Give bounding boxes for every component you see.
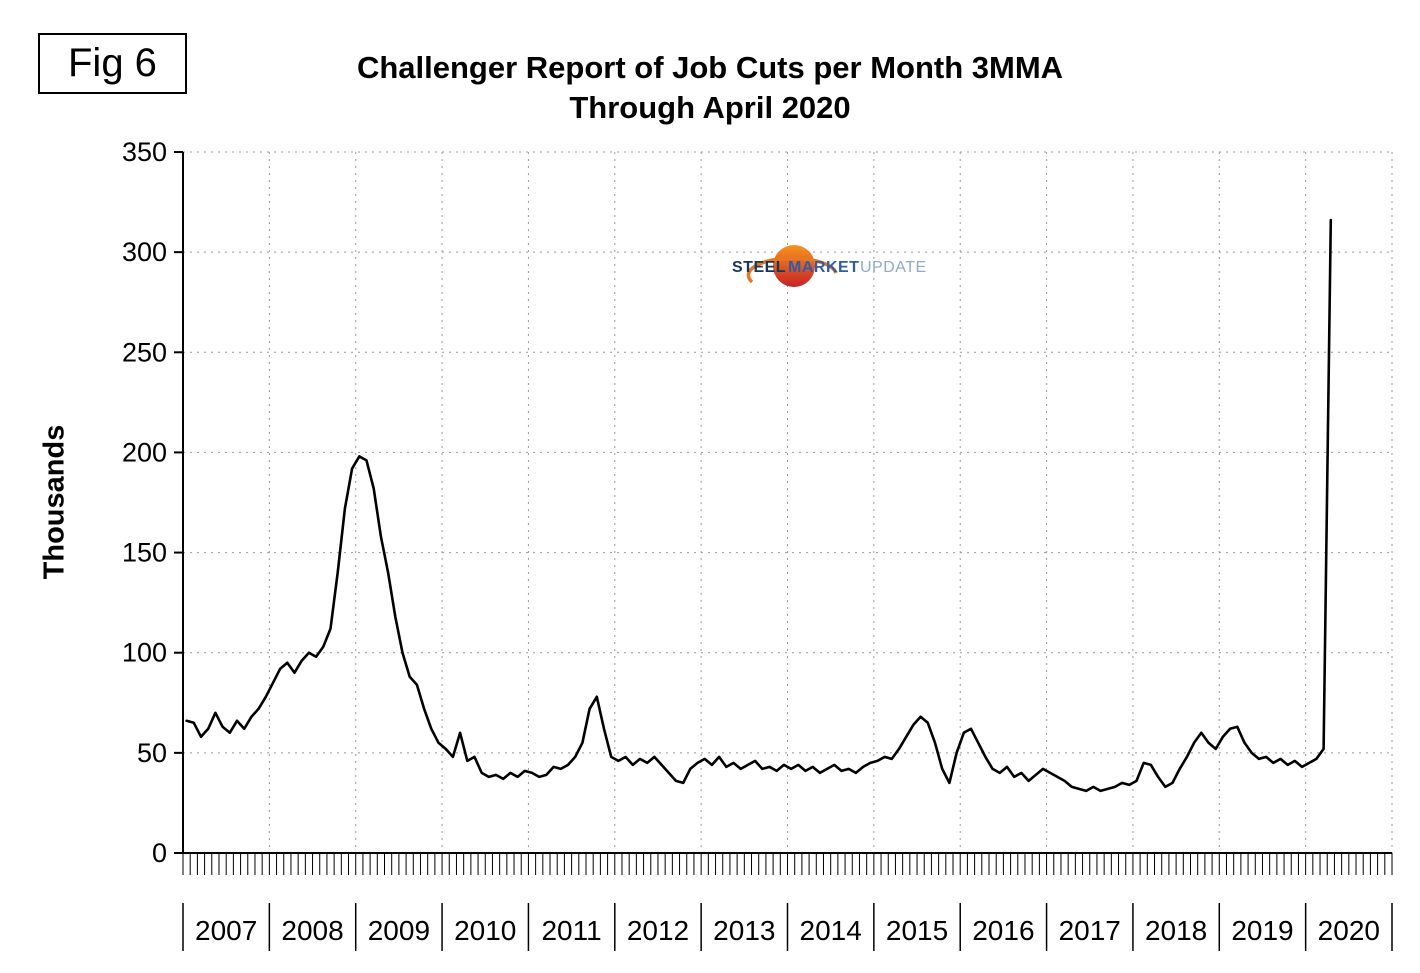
svg-text:300: 300 [122, 237, 167, 267]
chart-title-line2: Through April 2020 [569, 90, 851, 126]
svg-text:2007: 2007 [195, 915, 257, 946]
svg-text:250: 250 [122, 337, 167, 367]
svg-text:2014: 2014 [800, 915, 862, 946]
svg-text:2013: 2013 [713, 915, 775, 946]
svg-text:2017: 2017 [1059, 915, 1121, 946]
svg-text:2016: 2016 [972, 915, 1034, 946]
smu-logo-market-text: MARKET [788, 259, 859, 276]
svg-text:0: 0 [152, 838, 167, 868]
smu-logo-graphic: STEEL MARKET UPDATE [732, 245, 927, 287]
svg-text:150: 150 [122, 538, 167, 568]
svg-text:50: 50 [137, 738, 167, 768]
svg-text:2009: 2009 [368, 915, 430, 946]
chart-title: Challenger Report of Job Cuts per Month … [0, 48, 1420, 129]
svg-text:2015: 2015 [886, 915, 948, 946]
svg-text:2020: 2020 [1318, 915, 1380, 946]
smu-globe-icon [773, 245, 815, 287]
smu-logo-update-text: UPDATE [860, 259, 927, 276]
smu-logo-steel-text: STEEL [732, 259, 786, 276]
svg-text:350: 350 [122, 137, 167, 167]
smu-swoosh-icon [746, 256, 838, 284]
svg-text:2019: 2019 [1231, 915, 1293, 946]
figure-label: Fig 6 [38, 33, 187, 94]
svg-text:100: 100 [122, 638, 167, 668]
svg-text:2012: 2012 [627, 915, 689, 946]
svg-text:200: 200 [122, 437, 167, 467]
chart-title-line1: Challenger Report of Job Cuts per Month … [356, 50, 1064, 85]
steel-market-update-logo: STEEL MARKET UPDATE [730, 240, 940, 292]
svg-text:2008: 2008 [281, 915, 343, 946]
svg-text:2010: 2010 [454, 915, 516, 946]
svg-text:2018: 2018 [1145, 915, 1207, 946]
svg-text:2011: 2011 [541, 915, 601, 946]
